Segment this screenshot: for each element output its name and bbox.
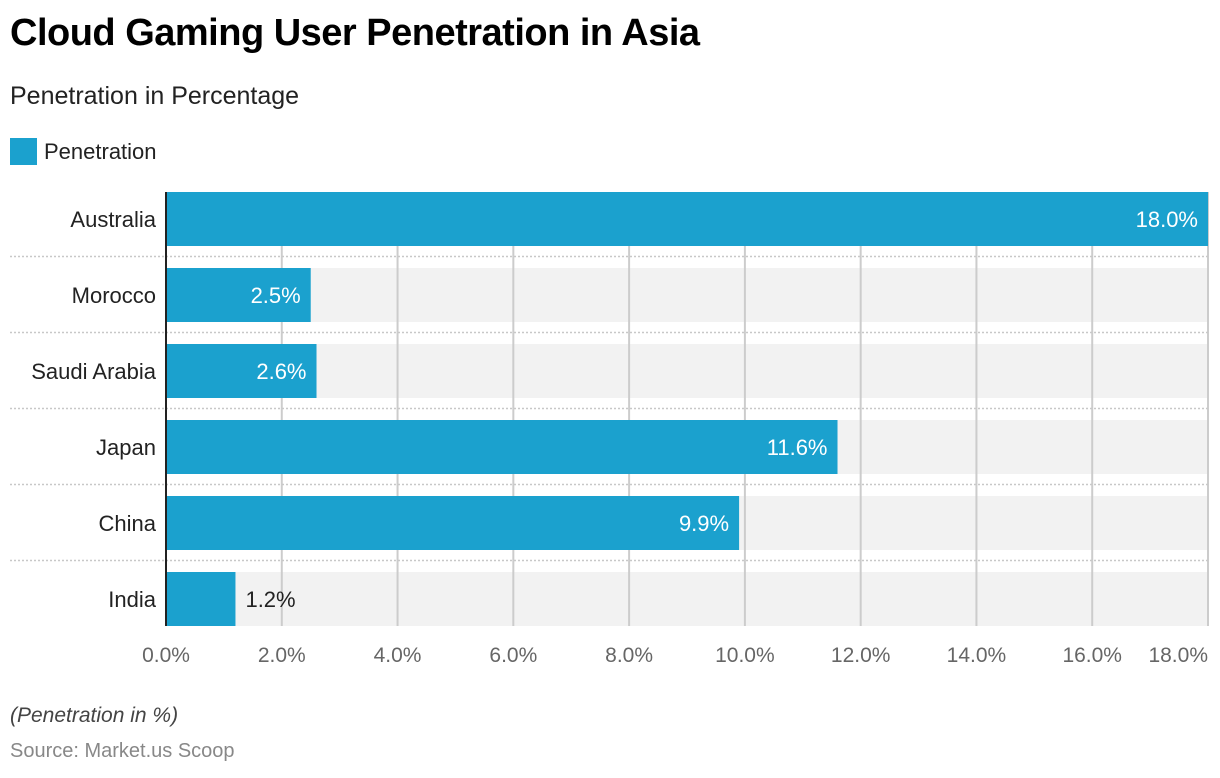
x-tick-label: 18.0%	[1148, 644, 1208, 667]
category-label: India	[108, 587, 156, 612]
data-label: 1.2%	[245, 587, 295, 612]
units-note: (Penetration in %)	[10, 704, 179, 727]
data-label: 18.0%	[1136, 207, 1198, 232]
source-note: Source: Market.us Scoop	[10, 740, 235, 762]
bar-saudi-arabia	[166, 344, 317, 398]
data-label: 2.5%	[251, 283, 301, 308]
chart-subtitle: Penetration in Percentage	[10, 82, 300, 110]
category-label: Japan	[96, 435, 156, 460]
x-tick-label: 8.0%	[605, 644, 653, 667]
x-tick-label: 4.0%	[374, 644, 422, 667]
bar-india	[166, 572, 236, 626]
legend-swatch	[10, 138, 37, 165]
x-tick-label: 2.0%	[258, 644, 306, 667]
x-tick-label: 10.0%	[715, 644, 775, 667]
category-label: Saudi Arabia	[31, 359, 157, 384]
x-tick-label: 0.0%	[142, 644, 190, 667]
legend-label: Penetration	[44, 138, 157, 164]
data-label: 9.9%	[679, 511, 729, 536]
data-label: 11.6%	[767, 435, 828, 460]
category-label: Australia	[70, 207, 156, 232]
bar-australia	[166, 192, 1208, 246]
data-label: 2.6%	[256, 359, 306, 384]
row-band	[166, 572, 1208, 626]
x-tick-label: 12.0%	[831, 644, 891, 667]
row-band	[166, 268, 1208, 322]
chart-title: Cloud Gaming User Penetration in Asia	[10, 12, 700, 54]
bar-chart: Australia 18.0% Morocco 2.5% Saudi Arabia 2.6…	[10, 192, 1209, 667]
x-tick-label: 6.0%	[489, 644, 537, 667]
category-label: Morocco	[72, 283, 156, 308]
bar-morocco	[166, 268, 311, 322]
category-label: China	[99, 511, 157, 536]
row-band	[166, 344, 1208, 398]
bar-japan	[166, 420, 838, 474]
bar-china	[166, 496, 740, 550]
x-tick-label: 14.0%	[947, 644, 1007, 667]
x-tick-label: 16.0%	[1062, 644, 1122, 667]
legend: Penetration	[10, 138, 157, 165]
